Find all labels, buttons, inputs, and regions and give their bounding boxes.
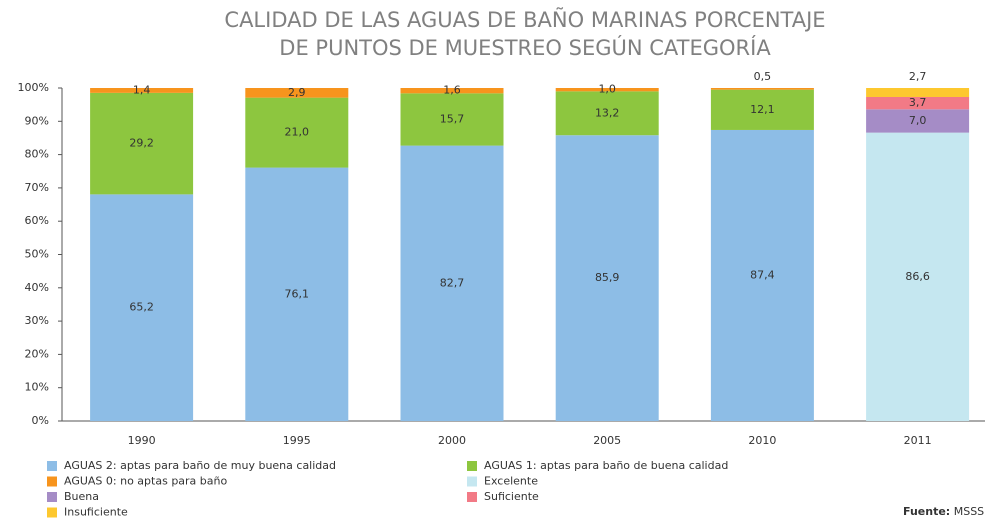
bar-segment: [245, 88, 349, 98]
legend-swatch: [47, 476, 57, 487]
legend-swatch: [47, 492, 57, 502]
bar-segment: [90, 194, 194, 421]
value-label: 82,7: [440, 276, 465, 289]
legend-label: Buena: [64, 490, 99, 503]
bar-segment: [866, 132, 970, 421]
bar-segment: [866, 109, 970, 133]
chart-title: CALIDAD DE LAS AGUAS DE BAÑO MARINAS POR…: [224, 6, 825, 32]
bar-segment: [90, 92, 194, 195]
bar-segment: [710, 129, 814, 421]
bar-segment: [245, 167, 349, 421]
value-label: 1,6: [443, 84, 461, 97]
x-tick-label: 2000: [438, 434, 466, 447]
value-label: 65,2: [129, 301, 154, 314]
source-label: Fuente:: [903, 505, 950, 518]
bar-segment: [866, 96, 970, 110]
y-tick-label: 10%: [25, 381, 49, 394]
value-label: 21,0: [285, 126, 310, 139]
x-tick-label: 1995: [283, 434, 311, 447]
bar-segment: [245, 97, 349, 168]
bar-segment: [400, 93, 504, 146]
value-label: 0,5: [754, 70, 772, 83]
chart-title: DE PUNTOS DE MUESTREO SEGÚN CATEGORÍA: [279, 35, 771, 60]
legend-swatch: [467, 492, 477, 502]
bar-segment: [866, 88, 970, 97]
value-label: 2,7: [909, 70, 927, 83]
y-tick-label: 70%: [25, 181, 49, 194]
value-label: 1,4: [133, 83, 151, 96]
y-tick-label: 90%: [25, 114, 49, 127]
value-label: 2,9: [288, 86, 306, 99]
legend-swatch: [467, 461, 477, 471]
value-label: 85,9: [595, 271, 620, 284]
value-label: 1,0: [598, 83, 616, 96]
value-label: 7,0: [909, 114, 927, 127]
value-label: 12,1: [750, 103, 775, 116]
y-tick-label: 80%: [25, 148, 49, 161]
legend-label: Insuficiente: [64, 506, 128, 519]
bar-segment: [555, 91, 659, 136]
bar-segment: [400, 145, 504, 421]
bar-segment: [90, 88, 194, 93]
value-label: 3,7: [909, 96, 927, 109]
bar-segment: [555, 88, 659, 92]
x-tick-label: 2010: [748, 434, 776, 447]
legend-swatch: [47, 507, 57, 518]
y-tick-label: 30%: [25, 314, 49, 327]
bar-segment: [710, 88, 814, 90]
bar-segment: [710, 89, 814, 130]
y-tick-label: 60%: [25, 214, 49, 227]
y-tick-label: 50%: [25, 248, 49, 261]
x-tick-label: 2011: [904, 434, 932, 447]
x-tick-label: 2005: [593, 434, 621, 447]
legend-swatch: [47, 461, 57, 471]
legend-label: Suficiente: [484, 490, 539, 503]
value-label: 15,7: [440, 112, 465, 125]
legend-label: AGUAS 0: no aptas para baño: [64, 475, 227, 488]
bar-segment: [400, 88, 504, 94]
bar-segment: [555, 135, 659, 421]
legend-swatch: [467, 476, 477, 487]
value-label: 87,4: [750, 268, 775, 281]
y-tick-label: 40%: [25, 281, 49, 294]
y-tick-label: 100%: [18, 81, 49, 94]
legend-label: AGUAS 2: aptas para baño de muy buena ca…: [64, 459, 336, 472]
legend-label: AGUAS 1: aptas para baño de buena calida…: [484, 459, 728, 472]
legend-label: Excelente: [484, 475, 538, 488]
x-tick-label: 1990: [128, 434, 156, 447]
source: Fuente: MSSS: [903, 505, 984, 518]
source-value: MSSS: [954, 505, 984, 518]
y-tick-label: 20%: [25, 347, 49, 360]
value-label: 86,6: [905, 270, 930, 283]
value-label: 76,1: [285, 287, 310, 300]
value-label: 29,2: [129, 137, 154, 150]
value-label: 13,2: [595, 106, 620, 119]
y-tick-label: 0%: [32, 414, 49, 427]
